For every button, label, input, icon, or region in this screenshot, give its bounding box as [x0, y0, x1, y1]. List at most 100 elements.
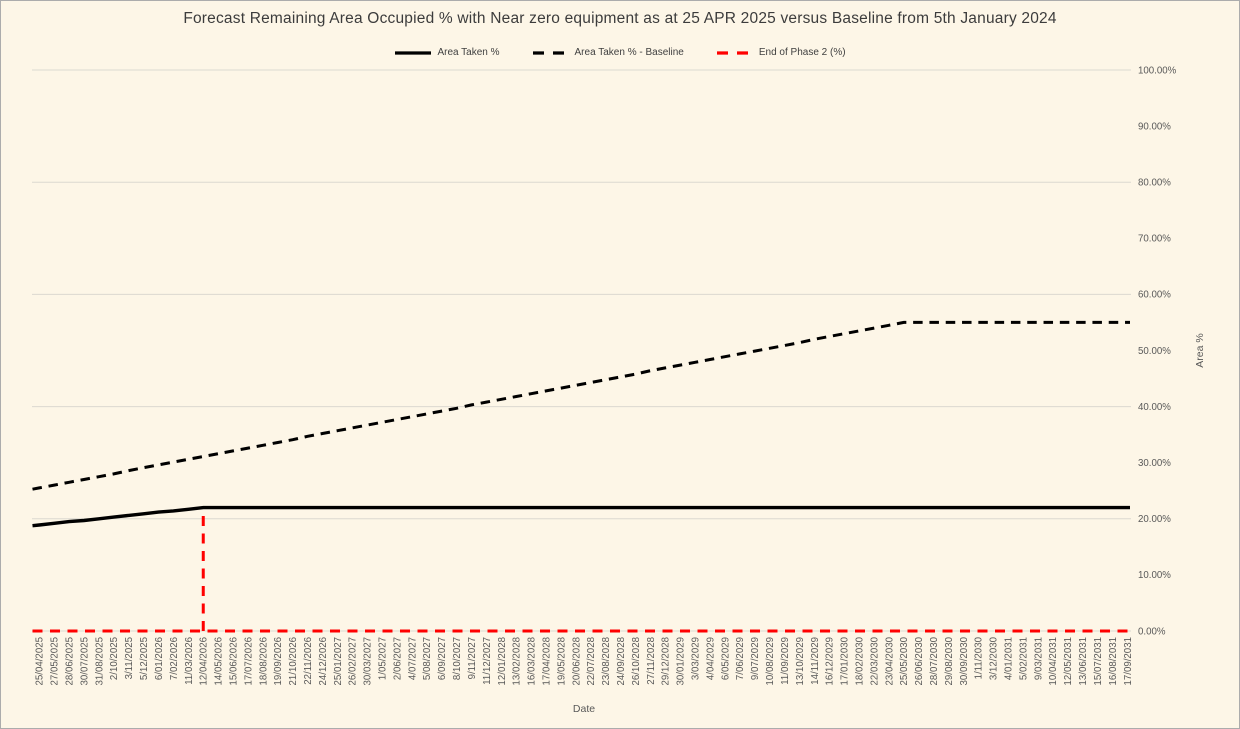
x-axis-tick-label: 23/08/2028 [601, 637, 612, 686]
legend-item-2: End of Phase 2 (%) [716, 47, 846, 58]
x-axis-tick-label: 22/03/2030 [869, 636, 880, 685]
x-axis-tick-label: 10/04/2031 [1048, 637, 1059, 686]
x-axis-tick-label: 30/03/2027 [363, 637, 374, 686]
x-axis-tick-label: 26/02/2027 [348, 637, 359, 686]
x-axis-tick-label: 5/08/2027 [422, 637, 433, 680]
x-axis-tick-label: 5/12/2025 [139, 637, 150, 680]
x-axis-tick-label: 7/06/2029 [735, 637, 746, 680]
y-axis-title: Area % [1194, 333, 1206, 367]
x-axis-tick-label: 15/07/2031 [1093, 637, 1104, 686]
series-area-taken-line [32, 505, 1130, 528]
x-axis-tick-label: 6/01/2026 [154, 637, 165, 680]
x-axis-tick-label: 17/07/2026 [243, 637, 254, 686]
x-axis-tick-label: 13/02/2028 [512, 637, 523, 686]
x-axis-tick-label: 10/08/2029 [765, 637, 776, 686]
y-axis-tick-label: 30.00% [1138, 458, 1171, 469]
y-axis-tick-label: 0.00% [1138, 626, 1166, 637]
x-axis-tick-label: 18/08/2026 [258, 637, 269, 686]
x-axis-tick-label: 16/03/2028 [527, 637, 538, 686]
x-axis-tick-label: 5/02/2031 [1018, 637, 1029, 680]
x-axis-tick-label: 14/11/2029 [810, 637, 821, 685]
x-axis-tick-label: 4/07/2027 [407, 637, 418, 680]
x-axis-tick-label: 3/03/2029 [691, 637, 702, 680]
x-axis-tick-label: 12/05/2031 [1063, 637, 1074, 686]
x-axis-tick-label: 9/11/2027 [467, 637, 478, 679]
x-axis-tick-label: 25/04/2025 [35, 637, 46, 686]
x-axis-tick-label: 1/05/2027 [378, 637, 389, 680]
x-axis-tick-label: 17/04/2028 [541, 637, 552, 686]
x-axis-tick-label: 28/07/2030 [929, 636, 940, 685]
legend-label: Area Taken % [437, 47, 500, 58]
x-axis-tick-label: 2/06/2027 [392, 637, 403, 680]
x-axis-tick-label: 7/02/2026 [169, 637, 180, 680]
legend-swatch-solid-line-icon [395, 50, 432, 55]
x-axis-tick-label: 19/05/2028 [556, 637, 567, 686]
y-axis-tick-label: 80.00% [1138, 178, 1171, 189]
x-axis-tick-label: 31/08/2025 [94, 637, 105, 686]
x-axis-tick-label: 13/10/2029 [795, 637, 806, 686]
x-axis-tick-label: 3/12/2030 [989, 636, 1000, 680]
x-axis-tick-label: 17/01/2030 [840, 636, 851, 685]
x-axis-tick-label: 24/09/2028 [616, 637, 627, 686]
x-axis-tick-label: 18/02/2030 [854, 636, 865, 685]
legend-item-1: Area Taken % - Baseline [532, 47, 684, 58]
x-axis-tick-label: 29/12/2028 [661, 637, 672, 686]
x-axis-tick-label: 25/01/2027 [333, 637, 344, 686]
x-axis-tick-label: 16/08/2031 [1108, 637, 1119, 686]
x-axis-tick-label: 22/07/2028 [586, 637, 597, 686]
y-axis-tick-label: 90.00% [1138, 121, 1171, 132]
x-axis-tick-label: 12/01/2028 [497, 637, 508, 686]
x-axis-tick-label: 11/09/2029 [780, 637, 791, 685]
x-axis-tick-label: 6/09/2027 [437, 637, 448, 680]
x-axis-tick-label: 26/10/2028 [631, 637, 642, 686]
x-axis-tick-label: 1/11/2030 [974, 636, 985, 679]
x-axis-tick-label: 11/03/2026 [184, 637, 195, 685]
x-axis-tick-label: 17/09/2031 [1123, 637, 1134, 686]
y-axis-tick-label: 20.00% [1138, 514, 1171, 525]
y-axis-tick-label: 70.00% [1138, 234, 1171, 245]
y-axis-tick-label: 40.00% [1138, 402, 1171, 413]
chart-title: Forecast Remaining Area Occupied % with … [183, 10, 1057, 27]
chart-legend: Area Taken % Area Taken % - Baseline End o… [1, 47, 1239, 58]
y-axis-tick-label: 60.00% [1138, 290, 1171, 301]
x-axis-tick-label: 30/07/2025 [79, 637, 90, 686]
x-axis-tick-label: 24/12/2026 [318, 637, 329, 686]
x-axis-tick-label: 29/08/2030 [944, 636, 955, 685]
x-axis-tick-label: 30/09/2030 [959, 636, 970, 685]
legend-label: End of Phase 2 (%) [758, 47, 846, 58]
x-axis-tick-label: 14/05/2026 [214, 637, 225, 686]
x-axis-tick-label: 8/10/2027 [452, 637, 463, 680]
x-axis-tick-label: 27/11/2028 [646, 637, 657, 685]
x-axis-tick-label: 15/06/2026 [228, 637, 239, 686]
x-axis-tick-label: 9/03/2031 [1033, 637, 1044, 680]
x-axis-tick-label: 2/10/2025 [109, 637, 120, 680]
x-axis-tick-label: 6/05/2029 [720, 637, 731, 680]
series-area-taken-baseline-line [32, 320, 1130, 491]
x-axis-tick-label: 22/11/2026 [303, 637, 314, 685]
x-axis-tick-label: 26/06/2030 [914, 636, 925, 685]
x-axis-tick-label: 23/04/2030 [884, 636, 895, 685]
x-axis-tick-label: 12/04/2026 [199, 637, 210, 686]
x-axis-tick-label: 11/12/2027 [482, 637, 493, 685]
x-axis-tick-label: 27/05/2025 [50, 637, 61, 686]
legend-swatch-dashed-line-icon [532, 50, 569, 55]
x-axis-title: Date [573, 703, 595, 715]
legend-label: Area Taken % - Baseline [574, 47, 684, 58]
x-axis-tick-label: 4/01/2031 [1004, 637, 1015, 680]
x-axis-tick-label: 19/09/2026 [273, 637, 284, 686]
x-axis-tick-label: 21/10/2026 [288, 637, 299, 686]
x-axis-tick-label: 30/01/2029 [676, 637, 687, 686]
x-axis-tick-label: 3/11/2025 [124, 637, 135, 679]
legend-item-0: Area Taken % [394, 47, 500, 58]
x-axis-tick-label: 9/07/2029 [750, 637, 761, 680]
x-axis-tick-label: 16/12/2029 [825, 637, 836, 686]
y-axis-tick-label: 50.00% [1138, 346, 1171, 357]
x-axis-tick-label: 28/06/2025 [65, 637, 76, 686]
x-axis-tick-label: 4/04/2029 [705, 637, 716, 680]
y-axis-tick-label: 10.00% [1138, 570, 1171, 581]
x-axis-tick-label: 25/05/2030 [899, 636, 910, 685]
y-axis-tick-label: 100.00% [1138, 65, 1177, 76]
x-axis-tick-label: 13/06/2031 [1078, 637, 1089, 686]
